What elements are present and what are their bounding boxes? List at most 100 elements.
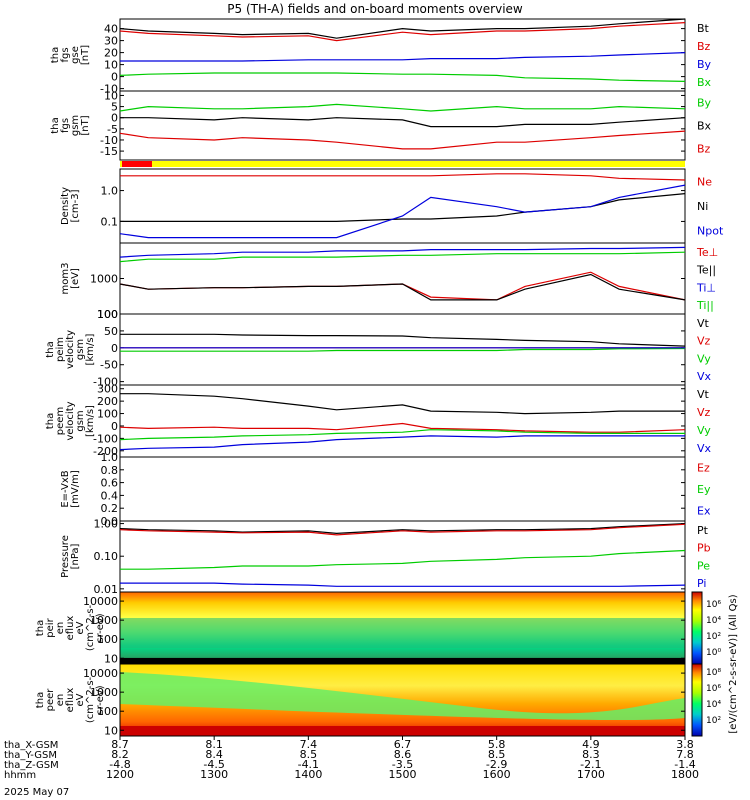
panel-peer_spec: 10000100010010thapeerenefluxeV(cm^2-s-sr… bbox=[35, 663, 686, 737]
y-axis-label-line: eflux bbox=[65, 688, 76, 713]
series-temperature-Ti⊥ bbox=[119, 246, 686, 258]
y-tick-label: 0.1 bbox=[101, 215, 119, 228]
y-tick-label: 1.0 bbox=[101, 185, 119, 198]
y-axis-label-line: gsm bbox=[75, 339, 86, 360]
y-axis-label-line: E=-VxB bbox=[60, 470, 71, 507]
colorbar-tick: 10⁴ bbox=[706, 616, 721, 626]
y-tick-label: 20 bbox=[104, 47, 118, 60]
series-fgs_gse-Bt bbox=[119, 18, 686, 39]
y-axis-label: Pressure[nPa] bbox=[60, 535, 81, 578]
x-row-value: -1.4 bbox=[674, 758, 695, 771]
legend-fgs_gsm: By bbox=[697, 97, 712, 110]
series-density-Npot bbox=[119, 184, 686, 239]
x-row-label: tha_X-GSM bbox=[4, 740, 58, 751]
colorbar-label: [eV/(cm^2-s-sr-eV)] (All Qs) bbox=[728, 594, 739, 733]
legend-peem_velocity: Vy bbox=[697, 424, 711, 437]
y-tick-label: 0.0 bbox=[101, 515, 119, 528]
legend-fgs_gse: Bt bbox=[697, 22, 710, 35]
y-axis-label-line: peir bbox=[45, 617, 56, 637]
y-tick-label: 1000 bbox=[90, 686, 118, 699]
y-tick-label: -50 bbox=[100, 359, 118, 372]
legend-fgs_gsm: Bz bbox=[697, 143, 711, 156]
series-peem_velocity-Vz bbox=[119, 422, 686, 433]
y-axis-label: thapeemvelocitygsm[km/s] bbox=[45, 401, 96, 440]
spec-low-band bbox=[120, 726, 685, 736]
series-fgs_gse-Bx bbox=[119, 72, 686, 82]
y-axis-label-line: sr-eV) bbox=[95, 613, 106, 642]
y-tick-label: 0.4 bbox=[101, 489, 119, 502]
colorbar-tick: 10⁶ bbox=[706, 600, 721, 610]
y-tick-label: -5 bbox=[107, 123, 118, 136]
y-tick-label: 0 bbox=[111, 420, 118, 433]
legend-peem_velocity: Vz bbox=[697, 406, 711, 419]
y-tick-label: 100 bbox=[97, 633, 118, 646]
panel-pressure: 1.00 0.10 0.01 Pressure[nPa] Pt Pb Pe Pi bbox=[60, 518, 711, 596]
legend-temperature: Te|| bbox=[696, 264, 716, 277]
y-axis-label-line: [eV] bbox=[70, 268, 81, 289]
series-fgs_gsm-Bz bbox=[119, 130, 686, 150]
x-row-value: -3.5 bbox=[392, 758, 413, 771]
y-axis-label-line: gse bbox=[70, 46, 81, 64]
x-row-value: 8.7 bbox=[111, 738, 129, 751]
y-axis-label-line: en bbox=[55, 622, 66, 635]
y-axis-label-line: eV bbox=[75, 621, 86, 634]
y-tick-label: 1000 bbox=[90, 273, 118, 286]
y-tick-label: 0.10 bbox=[94, 550, 119, 563]
panel-peim_velocity: 100 50 0 -50 -100 thapeimvelocitygsm[km/s] Vt V… bbox=[45, 308, 712, 389]
y-axis-label-line: peer bbox=[45, 688, 56, 712]
x-row-value: 8.5 bbox=[488, 748, 506, 761]
y-tick-label: -10 bbox=[100, 83, 118, 96]
y-axis-label-line: velocity bbox=[65, 330, 76, 369]
series-fgs_gsm-Bx bbox=[120, 117, 686, 128]
colorbar-tick: 10⁶ bbox=[706, 684, 721, 694]
x-row-label: tha_Y-GSM bbox=[4, 750, 57, 761]
colorbar-tick: 10⁴ bbox=[706, 700, 721, 710]
y-axis-label-line: tha bbox=[50, 117, 61, 133]
y-axis-label-line: eV bbox=[75, 693, 86, 706]
colorbar-tick: 10² bbox=[706, 716, 721, 726]
y-axis-label-line: eflux bbox=[65, 616, 76, 641]
y-axis-label-line: tha bbox=[45, 413, 56, 429]
x-row-value: -2.9 bbox=[486, 758, 507, 771]
y-axis-label-line: tha bbox=[50, 47, 61, 63]
x-row-value: -4.5 bbox=[203, 758, 224, 771]
series-temperature-Te⊥ bbox=[119, 271, 686, 301]
legend-density: Ni bbox=[697, 200, 708, 213]
y-tick-label: -200 bbox=[93, 445, 118, 458]
y-axis-label: E=-VxB[mV/m] bbox=[60, 470, 81, 508]
y-tick-label: -100 bbox=[93, 376, 118, 389]
y-tick-label: 0 bbox=[111, 71, 118, 84]
y-tick-label: 0.8 bbox=[101, 464, 119, 477]
status-bar-flag bbox=[122, 161, 152, 167]
x-row-label: hhmm bbox=[4, 770, 36, 781]
colorbar-bottom bbox=[691, 663, 703, 737]
x-row-value: 1700 bbox=[577, 768, 605, 781]
x-row-value: 1200 bbox=[106, 768, 134, 781]
series-fgs_gsm-By bbox=[119, 103, 686, 112]
y-tick-label: 40 bbox=[104, 23, 118, 36]
colorbar-tick: 10⁸ bbox=[706, 668, 721, 678]
y-axis-label: thapeimvelocitygsm[km/s] bbox=[45, 330, 96, 369]
x-row-value: 8.1 bbox=[205, 738, 223, 751]
series-peim_velocity-Vt bbox=[120, 333, 686, 347]
colorbar-top bbox=[691, 591, 703, 665]
x-row-value: 1500 bbox=[389, 768, 417, 781]
y-axis-label-line: gsm bbox=[75, 410, 86, 431]
x-row-value: -2.1 bbox=[580, 758, 601, 771]
series-fgs_gse-By bbox=[120, 52, 686, 62]
y-tick-label: 10000 bbox=[83, 667, 118, 680]
figure-title: P5 (TH-A) fields and on-board moments ov… bbox=[227, 2, 523, 16]
colorbar-tick: 10⁰ bbox=[706, 648, 721, 658]
y-axis-label-line: Pressure bbox=[60, 535, 71, 578]
y-tick-label: 0.01 bbox=[94, 583, 119, 596]
y-axis-label-line: [nT] bbox=[80, 45, 91, 65]
x-row-value: 5.8 bbox=[488, 738, 506, 751]
x-row-value: 8.3 bbox=[582, 748, 600, 761]
legend-density: Npot bbox=[697, 225, 724, 238]
legend-fgs_gsm: Bx bbox=[697, 120, 712, 133]
y-tick-label: 1.0 bbox=[101, 451, 119, 464]
y-axis-label-line: [mV/m] bbox=[70, 470, 81, 508]
y-axis-label-line: tha bbox=[35, 620, 46, 636]
y-tick-label: -10 bbox=[100, 134, 118, 147]
